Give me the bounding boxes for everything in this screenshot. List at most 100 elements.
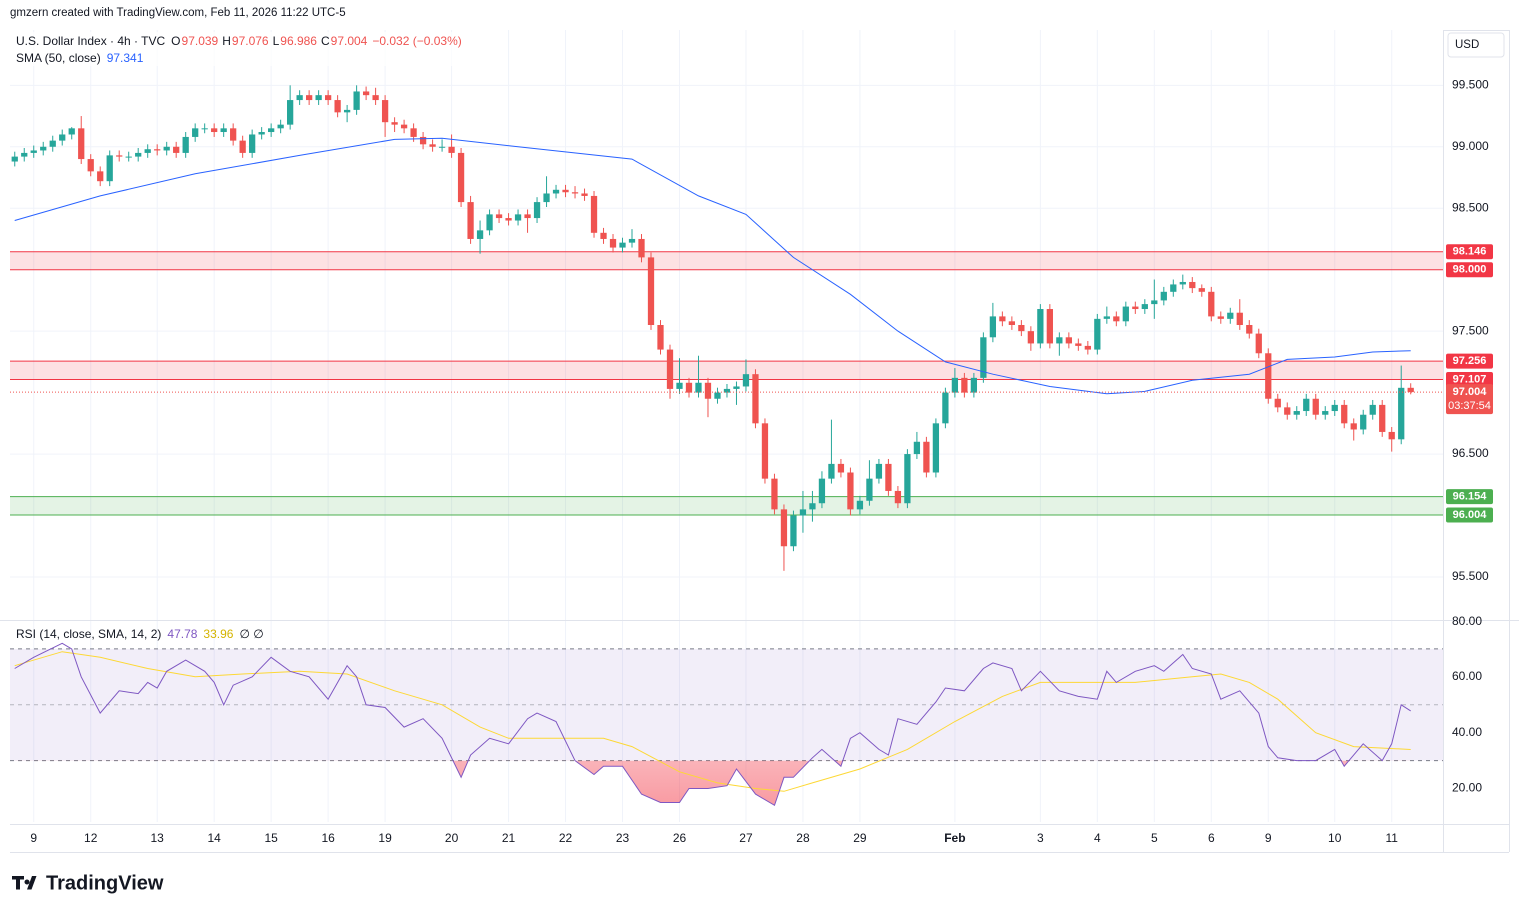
candle-body: [1331, 404, 1338, 412]
countdown-text: 03:37:54: [1448, 400, 1491, 412]
candle-body: [324, 95, 332, 101]
x-tick-label: 6: [1208, 831, 1215, 845]
candle-body: [68, 128, 75, 135]
candle-body: [1008, 321, 1015, 325]
zone-price-label: 97.107: [1446, 371, 1493, 387]
x-tick-label: Feb: [944, 831, 965, 845]
ohlc-key: O: [171, 34, 180, 48]
y-tick-label: 99.500: [1452, 77, 1489, 91]
rsi-legend-value: 47.78: [167, 627, 197, 641]
candle-body: [961, 377, 968, 393]
candle-body: [1350, 423, 1357, 430]
candle-body: [476, 230, 484, 239]
zone-label-text: 96.154: [1453, 490, 1488, 502]
zone-label-box: [1446, 489, 1493, 505]
ohlc-key: C: [321, 34, 330, 48]
candle-body: [429, 144, 436, 147]
change-value: −0.032 (−0.03%): [372, 34, 461, 48]
candle-body: [362, 91, 370, 96]
candle-body: [381, 100, 389, 123]
candle-body: [277, 124, 284, 129]
candle-body: [21, 152, 28, 157]
ohlc-value: 96.986: [280, 34, 317, 48]
candle-body: [1198, 288, 1205, 292]
candle-body: [296, 95, 303, 101]
candle-body: [628, 238, 636, 243]
candle-body: [97, 171, 104, 182]
candle-body: [192, 128, 199, 137]
candle-body: [182, 136, 189, 153]
candle-body: [343, 109, 351, 113]
candle-body: [799, 509, 807, 516]
candle-body: [249, 134, 256, 153]
candle-body: [448, 146, 455, 153]
candle-body: [258, 132, 265, 135]
zone-price-label: 96.004: [1446, 507, 1493, 523]
candle-body: [201, 128, 208, 130]
candle-body: [828, 463, 835, 479]
candle-body: [657, 325, 664, 350]
x-tick-label: 4: [1094, 831, 1101, 845]
candle-body: [1217, 316, 1224, 319]
candle-body: [723, 388, 731, 393]
rsi-legend-name: RSI (14, close, SMA, 14, 2): [16, 627, 161, 641]
candle-body: [951, 377, 959, 393]
candle-body: [999, 316, 1006, 322]
currency-label: USD: [1455, 39, 1479, 51]
x-tick-label: 21: [502, 831, 516, 845]
candle-body: [619, 242, 626, 248]
candle-body: [980, 337, 987, 378]
candle-body: [1065, 337, 1072, 344]
rsi-ma-legend-value: 33.96: [203, 627, 233, 641]
ohlc-key: L: [273, 34, 280, 48]
zone-label-text: 98.000: [1453, 264, 1487, 276]
ohlc-key: H: [222, 34, 231, 48]
candle-body: [742, 374, 750, 387]
rsi-tick-label: 80.00: [1452, 614, 1482, 628]
candle-body: [1113, 316, 1120, 322]
rsi-tick-label: 20.00: [1452, 781, 1482, 795]
candle-body: [306, 95, 313, 101]
candle-body: [154, 149, 161, 151]
candle-body: [40, 146, 47, 151]
candle-body: [1265, 353, 1272, 399]
zone-label-box: [1446, 507, 1493, 523]
candle-body: [486, 214, 493, 231]
candle-body: [1360, 414, 1367, 430]
current-price-text: 97.004: [1453, 386, 1488, 398]
candle-body: [885, 463, 892, 491]
rsi-oversold-fill: [452, 760, 1383, 806]
x-tick-label: 22: [559, 831, 573, 845]
candle-body: [818, 478, 826, 504]
zone: [10, 251, 1443, 270]
candle-body: [923, 441, 930, 473]
candle-body: [1094, 318, 1101, 350]
candle-body: [837, 463, 845, 473]
candle-body: [220, 128, 227, 133]
candle-body: [315, 95, 322, 101]
candle-body: [1322, 411, 1329, 415]
x-tick-label: 27: [739, 831, 753, 845]
candle-body: [932, 423, 940, 473]
watermark: gmzern created with TradingView.com, Feb…: [10, 7, 346, 19]
candle-body: [1341, 404, 1348, 424]
candle-body: [400, 124, 408, 129]
currency-button: [1447, 32, 1505, 58]
x-tick-label: 16: [321, 831, 335, 845]
brand-logo: TradingView: [12, 872, 164, 894]
candle-body: [524, 214, 531, 219]
y-tick-label: 95.500: [1452, 569, 1489, 583]
candle-body: [552, 189, 560, 194]
candle-body: [1179, 281, 1186, 285]
y-tick-label: 98.500: [1452, 200, 1489, 214]
candle-body: [1056, 337, 1063, 344]
candle-body: [790, 515, 797, 547]
candle-body: [1398, 387, 1405, 440]
candle-body: [571, 192, 579, 194]
candle-body: [467, 202, 474, 239]
candle-body: [761, 423, 769, 479]
candle-body: [144, 149, 151, 153]
zone: [10, 361, 1443, 380]
candle-body: [514, 214, 522, 221]
